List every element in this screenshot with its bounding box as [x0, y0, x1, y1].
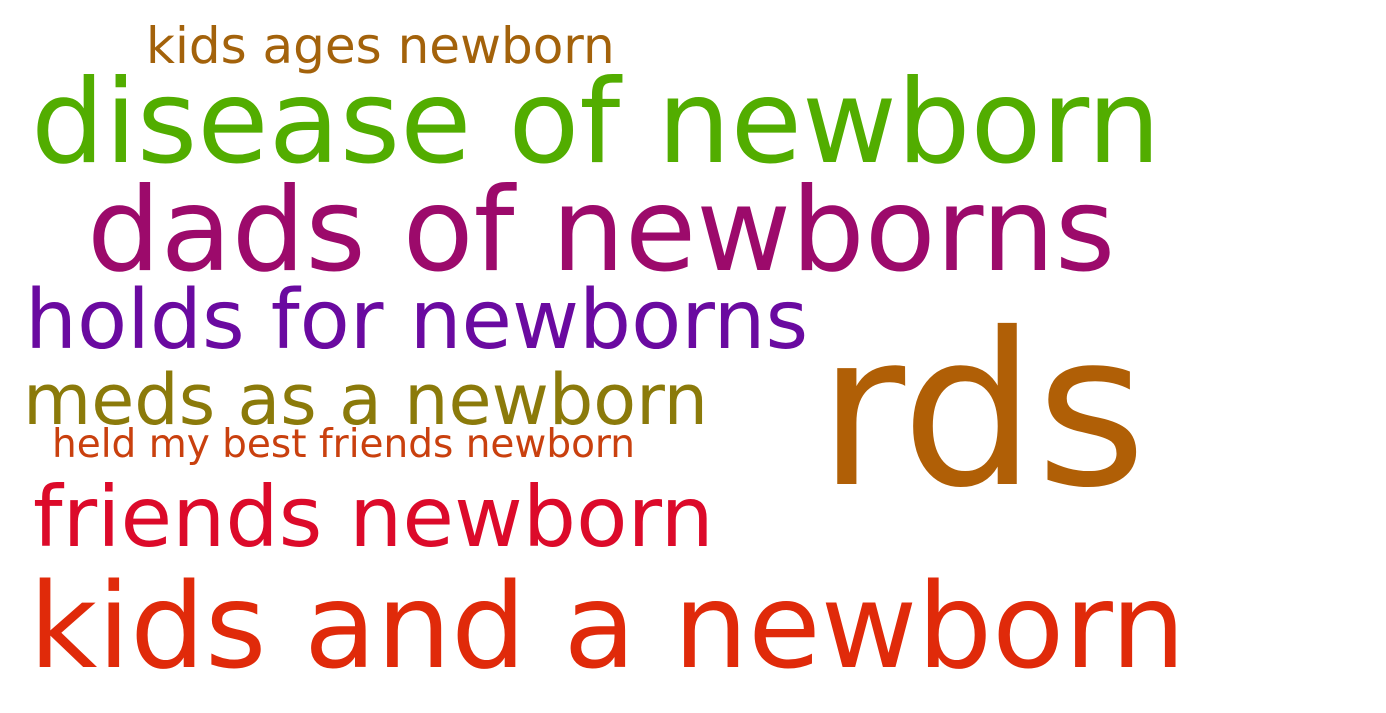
word-kids-ages-newborn: kids ages newborn: [146, 17, 615, 75]
word-meds-as-a-newborn: meds as a newborn: [23, 359, 709, 441]
word-kids-and-a-newborn: kids and a newborn: [29, 557, 1186, 695]
word-dads-of-newborns: dads of newborns: [87, 163, 1116, 298]
word-rds: rds: [818, 287, 1147, 534]
word-held-my-best-friends-newborn: held my best friends newborn: [52, 422, 636, 467]
word-disease-of-newborn: disease of newborn: [31, 55, 1161, 190]
word-friends-newborn: friends newborn: [33, 468, 714, 566]
word-holds-for-newborns: holds for newborns: [25, 273, 809, 368]
